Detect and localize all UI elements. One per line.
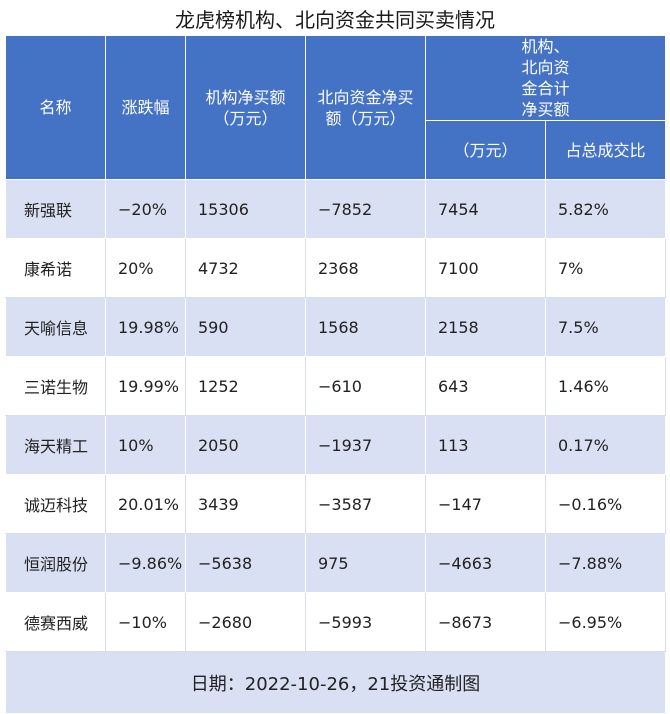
cell-name: 三诺生物: [5, 356, 106, 416]
cell-name: 恒润股份: [5, 533, 106, 593]
cell-north-net: −610: [305, 356, 426, 416]
cell-combined-amount: 7100: [425, 238, 546, 298]
cell-combined-ratio: 7%: [544, 238, 667, 298]
cell-north-net: 2368: [305, 238, 426, 298]
cell-change: 20.01%: [105, 474, 186, 534]
table-row: 三诺生物 19.99% 1252 −610 643 1.46%: [5, 356, 667, 416]
cell-combined-amount: 2158: [425, 297, 546, 357]
cell-combined-ratio: −7.88%: [544, 533, 667, 593]
table-row: 新强联 −20% 15306 −7852 7454 5.82%: [5, 179, 667, 239]
cell-north-net: −5993: [305, 592, 426, 652]
footer-caption: 日期：2022-10-26，21投资通制图: [4, 651, 667, 714]
cell-combined-amount: 113: [425, 415, 546, 475]
header-combined-ratio: 占总成交比: [544, 120, 667, 180]
cell-change: 19.98%: [105, 297, 186, 357]
cell-combined-amount: 7454: [425, 179, 546, 239]
cell-name: 德赛西威: [5, 592, 106, 652]
cell-combined-amount: −147: [425, 474, 546, 534]
cell-inst-net: −2680: [185, 592, 306, 652]
header-change: 涨跌幅: [105, 35, 186, 180]
cell-change: −9.86%: [105, 533, 186, 593]
header-combined-group: 机构、北向资金合计净买额: [424, 35, 667, 121]
cell-name: 康希诺: [5, 238, 106, 298]
cell-north-net: 975: [305, 533, 426, 593]
cell-inst-net: −5638: [185, 533, 306, 593]
cell-north-net: 1568: [305, 297, 426, 357]
cell-name: 天喻信息: [5, 297, 106, 357]
cell-inst-net: 3439: [185, 474, 306, 534]
cell-north-net: −1937: [305, 415, 426, 475]
table-row: 康希诺 20% 4732 2368 7100 7%: [5, 238, 667, 298]
cell-combined-ratio: 7.5%: [544, 297, 667, 357]
cell-inst-net: 15306: [185, 179, 306, 239]
cell-change: 20%: [105, 238, 186, 298]
cell-name: 海天精工: [5, 415, 106, 475]
header-name: 名称: [5, 35, 106, 180]
header-north-net: 北向资金净买额（万元）: [305, 35, 426, 180]
cell-combined-ratio: −6.95%: [544, 592, 667, 652]
cell-inst-net: 590: [185, 297, 306, 357]
cell-inst-net: 4732: [185, 238, 306, 298]
cell-change: −10%: [105, 592, 186, 652]
header-combined-amount: （万元）: [425, 120, 546, 180]
cell-combined-amount: 643: [425, 356, 546, 416]
cell-name: 新强联: [5, 179, 106, 239]
cell-inst-net: 2050: [185, 415, 306, 475]
cell-name: 诚迈科技: [5, 474, 106, 534]
cell-combined-ratio: 5.82%: [544, 179, 667, 239]
cell-change: 19.99%: [105, 356, 186, 416]
table-row: 天喻信息 19.98% 590 1568 2158 7.5%: [5, 297, 667, 357]
cell-combined-ratio: 1.46%: [544, 356, 667, 416]
cell-inst-net: 1252: [185, 356, 306, 416]
cell-combined-ratio: 0.17%: [544, 415, 667, 475]
cell-change: 10%: [105, 415, 186, 475]
cell-change: −20%: [105, 179, 186, 239]
cell-north-net: −3587: [305, 474, 426, 534]
cell-combined-amount: −8673: [425, 592, 546, 652]
header-inst-net: 机构净买额（万元）: [185, 35, 306, 180]
table-row: 诚迈科技 20.01% 3439 −3587 −147 −0.16%: [5, 474, 667, 534]
cell-combined-ratio: −0.16%: [544, 474, 667, 534]
data-table: 名称 涨跌幅 机构净买额（万元） 北向资金净买额（万元） 机构、北向资金合计净买…: [4, 35, 667, 714]
cell-combined-amount: −4663: [425, 533, 546, 593]
table-body: 新强联 −20% 15306 −7852 7454 5.82% 康希诺 20% 4732 2368…: [5, 179, 667, 652]
table-row: 海天精工 10% 2050 −1937 113 0.17%: [5, 415, 667, 475]
table-row: 德赛西威 −10% −2680 −5993 −8673 −6.95%: [5, 592, 667, 652]
table-title: 龙虎榜机构、北向资金共同买卖情况: [175, 8, 495, 32]
table-row: 恒润股份 −9.86% −5638 975 −4663 −7.88%: [5, 533, 667, 593]
cell-north-net: −7852: [305, 179, 426, 239]
